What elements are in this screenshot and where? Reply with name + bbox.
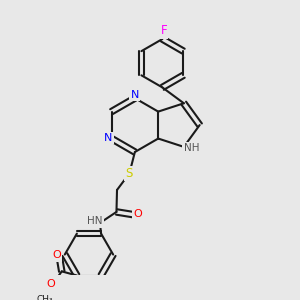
Text: HN: HN xyxy=(87,216,103,226)
Text: NH: NH xyxy=(184,143,199,153)
Text: S: S xyxy=(126,167,133,180)
Text: N: N xyxy=(104,133,112,143)
Text: O: O xyxy=(133,209,142,219)
Text: N: N xyxy=(131,90,139,100)
Text: CH₃: CH₃ xyxy=(37,295,54,300)
Text: F: F xyxy=(160,24,167,37)
Text: O: O xyxy=(46,279,55,289)
Text: O: O xyxy=(52,250,61,260)
